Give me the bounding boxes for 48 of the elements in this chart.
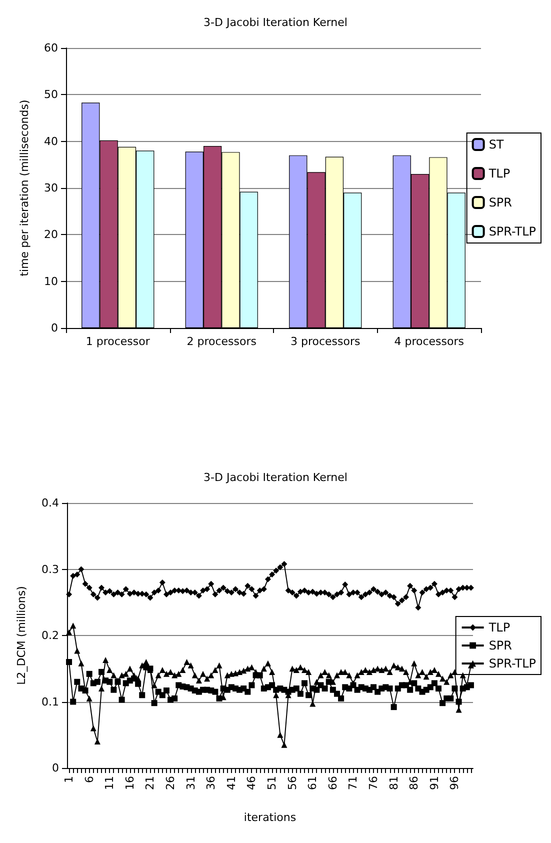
y-tick-label: 0: [51, 322, 58, 334]
x-tick-label: 71: [346, 776, 360, 790]
legend-label: SPR-TLP: [488, 656, 536, 670]
x-tick-label: 81: [387, 776, 400, 790]
y-tick-label: 60: [44, 42, 58, 54]
legend-label: TLP: [488, 166, 510, 180]
x-tick-label: 41: [224, 776, 238, 790]
x-tick-label: 6: [82, 776, 96, 783]
chart-title: 3-D Jacobi Iteration Kernel: [204, 471, 348, 484]
y-tick-label: 20: [44, 228, 58, 242]
legend-label: SPR: [488, 196, 512, 210]
y-tick-label: 50: [44, 88, 58, 102]
x-tick-label: 46: [245, 776, 258, 790]
y-tick-label: 0.1: [42, 695, 59, 708]
legend-label: SPR: [488, 638, 512, 652]
x-tick-label: 51: [266, 776, 279, 790]
x-tick-label: 66: [326, 776, 340, 790]
x-tick-label: 91: [428, 776, 441, 790]
x-tick-label: 96: [448, 776, 462, 790]
x-tick-label: 4 processors: [394, 335, 464, 348]
x-tick-label: 26: [164, 776, 178, 790]
x-tick-label: 31: [184, 776, 198, 790]
y-tick-label: 30: [44, 182, 58, 194]
legend-label: TLP: [488, 620, 510, 634]
y-tick-label: 0.3: [42, 562, 59, 576]
y-tick-label: 0.4: [42, 496, 59, 510]
y-tick-label: 0.2: [42, 629, 59, 642]
x-axis-title: iterations: [244, 811, 296, 824]
x-tick-label: 76: [367, 776, 380, 790]
x-tick-label: 2 processors: [186, 335, 257, 348]
x-tick-label: 16: [123, 776, 136, 790]
x-tick-label: 1 processor: [86, 335, 150, 348]
x-tick-label: 3 processors: [290, 335, 361, 348]
y-tick-label: 0: [52, 762, 59, 774]
y-axis-title: time per iteration (milliseconds): [18, 100, 31, 276]
x-tick-label: 86: [408, 776, 421, 790]
y-tick-label: 10: [44, 274, 58, 288]
legend-label: ST: [488, 138, 504, 152]
y-tick-label: 40: [44, 134, 58, 148]
chart-title: 3-D Jacobi Iteration Kernel: [204, 16, 348, 29]
y-axis-title: L2_DCM (millions): [15, 586, 28, 685]
x-tick-label: 36: [204, 776, 218, 790]
x-tick-label: 61: [306, 776, 320, 790]
x-tick-label: 56: [286, 776, 299, 790]
x-tick-label: 21: [144, 776, 157, 790]
x-tick-label: 1: [62, 776, 76, 783]
x-tick-label: 11: [103, 776, 116, 790]
legend-label: SPR-TLP: [488, 224, 536, 238]
